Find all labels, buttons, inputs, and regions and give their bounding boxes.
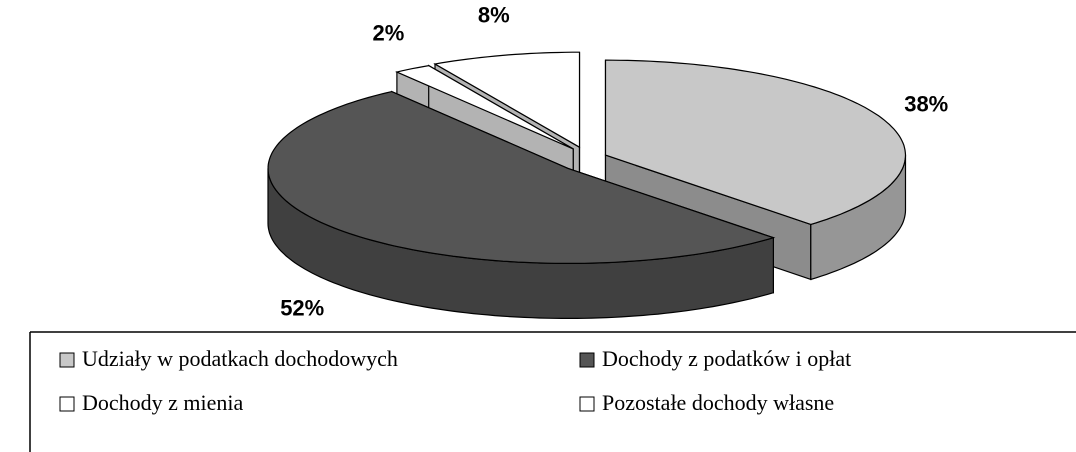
slice [604, 59, 907, 226]
data-label: 38% [904, 91, 948, 116]
legend-swatch [579, 396, 595, 412]
legend-label: Pozostałe dochody własne [602, 390, 834, 415]
legend-label: Dochody z mienia [82, 390, 244, 415]
data-label: 2% [372, 21, 404, 46]
data-label: 52% [280, 295, 324, 320]
slice [395, 64, 574, 150]
legend-swatch [59, 396, 75, 412]
legend-swatch [59, 352, 75, 368]
legend-swatch [579, 352, 595, 368]
legend-label: Udziały w podatkach dochodowych [82, 346, 398, 371]
data-label: 8% [478, 2, 510, 27]
slice [267, 90, 776, 264]
slice [433, 51, 581, 149]
legend-label: Dochody z podatków i opłat [602, 346, 851, 371]
